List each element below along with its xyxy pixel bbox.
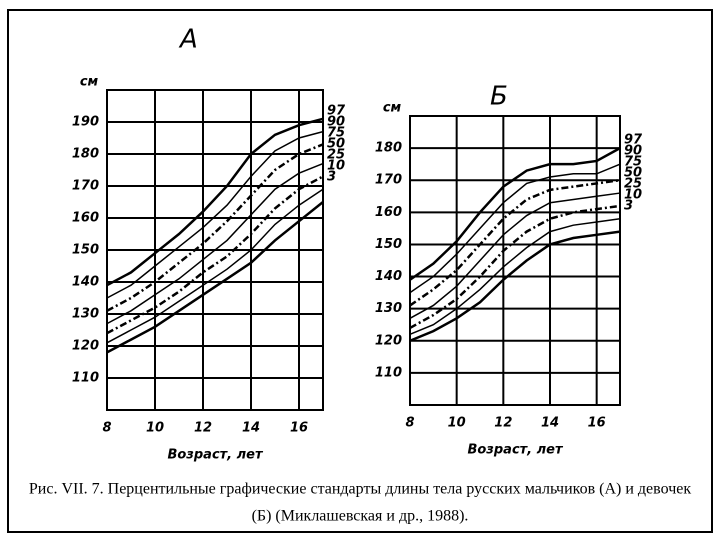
- y-tick-label: 170: [375, 173, 402, 188]
- series-label: 97: [624, 133, 643, 148]
- series-label: 25: [327, 147, 345, 162]
- series-label: 3: [624, 199, 633, 214]
- y-tick-label: 110: [375, 365, 402, 380]
- y-tick-label: 160: [375, 205, 402, 220]
- percentile-line: [409, 192, 621, 319]
- percentile-line: [409, 218, 621, 336]
- percentile-line: [106, 143, 324, 312]
- y-tick-label: 140: [375, 269, 402, 284]
- percentile-line: [409, 204, 621, 330]
- percentile-line: [106, 175, 324, 335]
- series-label: 75: [327, 125, 345, 140]
- y-axis-label: см: [383, 101, 402, 116]
- caption-line: Рис. VII. 7. Перцентильные графические с…: [29, 481, 691, 498]
- chart-title: А: [178, 25, 198, 55]
- x-tick-label: 8: [102, 421, 111, 436]
- percentile-line: [106, 117, 324, 287]
- series-label: 10: [327, 158, 345, 173]
- x-tick-label: 16: [290, 421, 308, 436]
- plot-border: [409, 115, 621, 406]
- y-tick-label: 180: [72, 147, 99, 162]
- caption-line: (Б) (Миклашевская и др., 1988).: [252, 508, 469, 525]
- y-axis-label: см: [80, 75, 99, 90]
- series-label: 25: [624, 177, 642, 192]
- x-tick-label: 14: [242, 421, 260, 436]
- y-tick-label: 180: [375, 141, 402, 156]
- x-tick-label: 12: [194, 421, 212, 436]
- x-tick-label: 16: [588, 416, 606, 431]
- series-label: 97: [327, 103, 346, 118]
- series-label: 10: [624, 188, 642, 203]
- y-tick-label: 130: [72, 307, 99, 322]
- x-tick-label: 10: [448, 416, 466, 431]
- percentile-line: [106, 130, 324, 299]
- percentile-line: [106, 162, 324, 325]
- y-tick-label: 130: [375, 301, 402, 316]
- y-tick-label: 150: [72, 243, 99, 258]
- x-tick-label: 14: [541, 416, 559, 431]
- x-axis-label: Возраст, лет: [467, 443, 564, 458]
- y-tick-label: 120: [375, 333, 402, 348]
- y-tick-label: 170: [72, 179, 99, 194]
- percentile-line: [409, 230, 621, 342]
- x-tick-label: 8: [405, 416, 414, 431]
- x-tick-label: 12: [494, 416, 512, 431]
- y-tick-label: 120: [72, 339, 99, 354]
- series-label: 50: [327, 136, 345, 151]
- percentile-line: [409, 163, 621, 294]
- series-label: 90: [327, 114, 345, 129]
- x-axis-label: Возраст, лет: [167, 448, 264, 463]
- series-label: 50: [624, 166, 642, 181]
- y-tick-label: 190: [72, 115, 99, 130]
- percentile-line: [106, 188, 324, 344]
- x-tick-label: 10: [146, 421, 164, 436]
- y-tick-label: 150: [375, 237, 402, 252]
- percentile-line: [409, 147, 621, 281]
- percentile-line: [106, 201, 324, 354]
- y-tick-label: 140: [72, 275, 99, 290]
- y-tick-label: 160: [72, 211, 99, 226]
- series-label: 3: [327, 169, 336, 184]
- chart-title: Б: [490, 82, 508, 112]
- y-tick-label: 110: [72, 371, 99, 386]
- series-label: 90: [624, 144, 642, 159]
- frame: [7, 9, 713, 533]
- series-label: 75: [624, 155, 642, 170]
